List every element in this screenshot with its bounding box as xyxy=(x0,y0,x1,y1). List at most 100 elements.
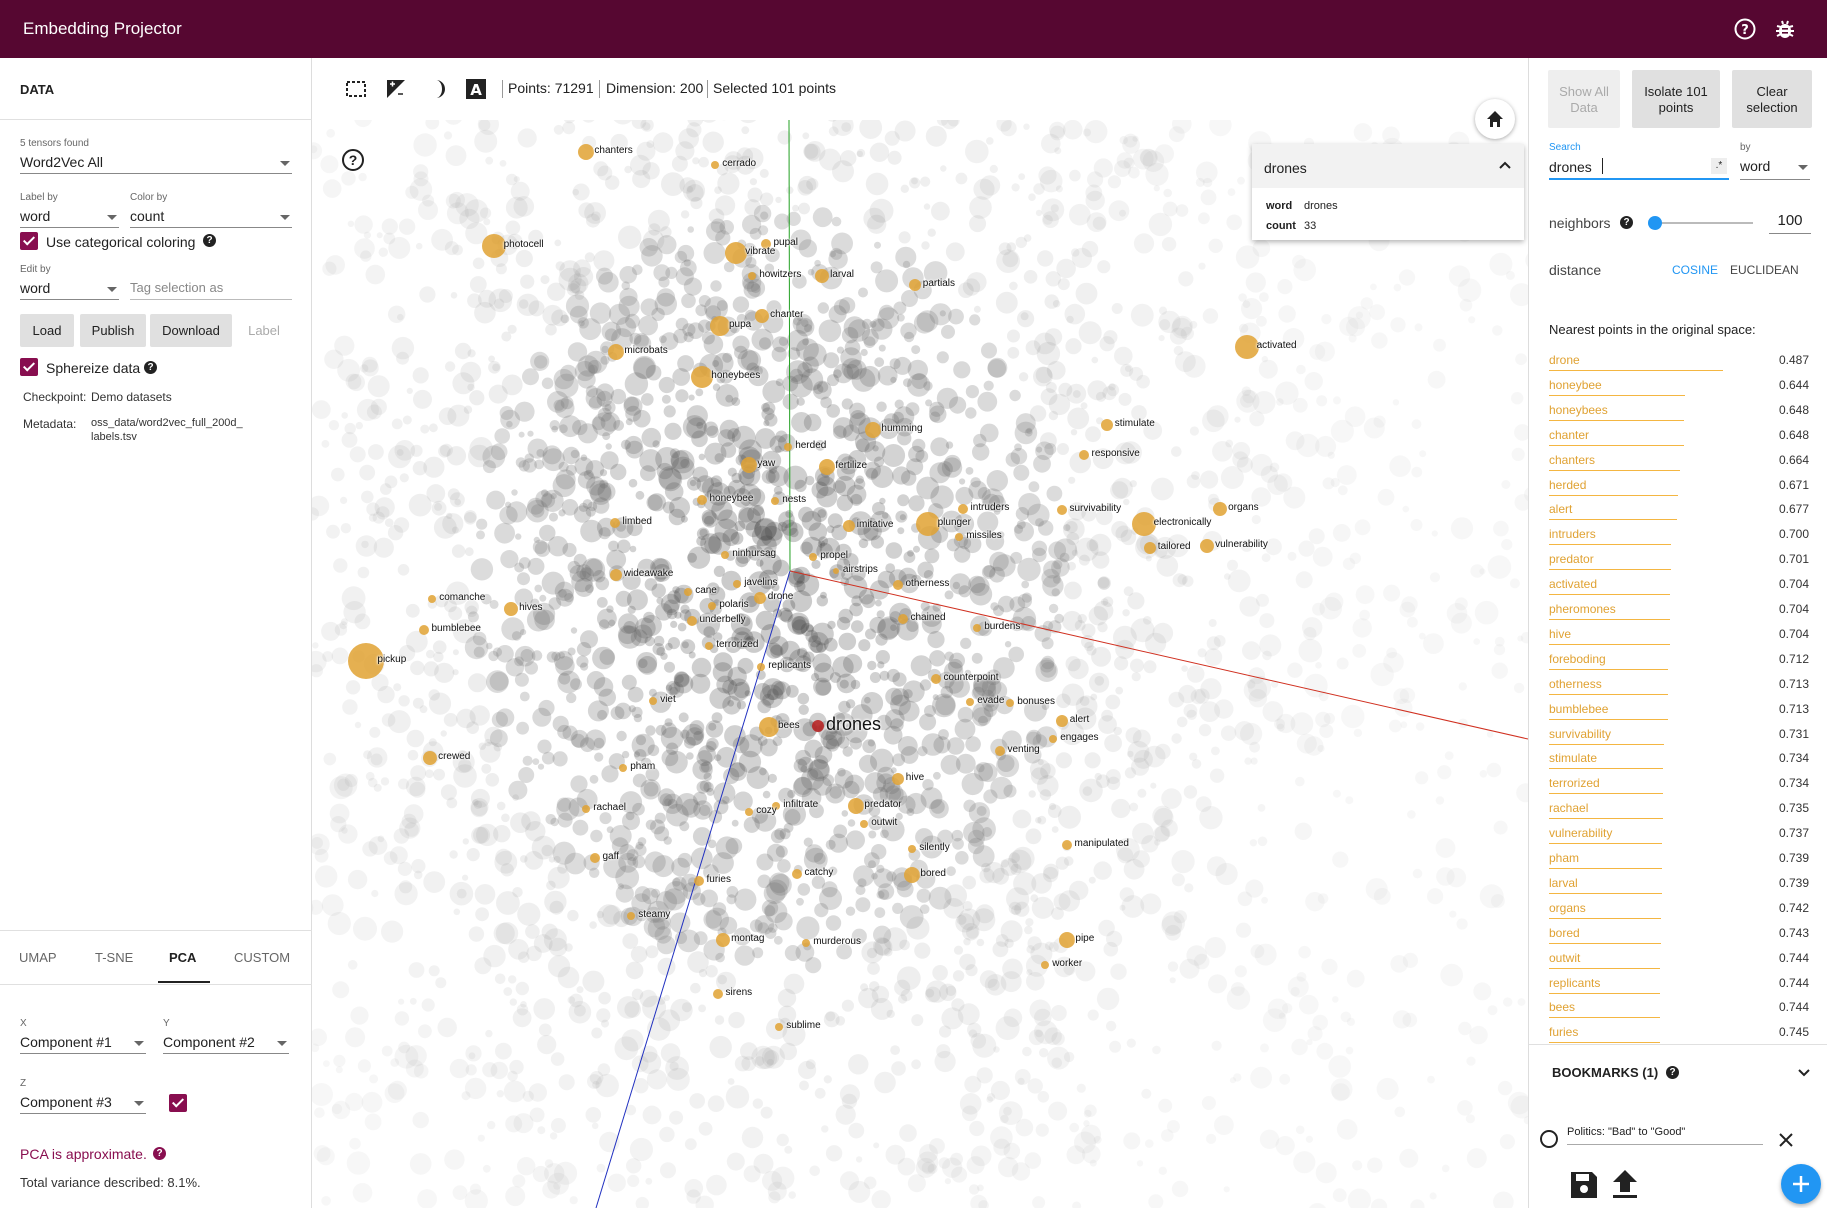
nearest-point-row[interactable]: pheromones 0.704 xyxy=(1549,598,1809,623)
neighbor-point[interactable] xyxy=(684,588,692,596)
help-icon[interactable]: ? xyxy=(1620,216,1633,229)
search-input[interactable]: drones .* xyxy=(1549,154,1729,180)
nearest-point-row[interactable]: bored 0.743 xyxy=(1549,922,1809,947)
edit-by-select[interactable]: word xyxy=(20,276,119,300)
nearest-point-word[interactable]: pham xyxy=(1549,851,1580,865)
neighbor-point[interactable] xyxy=(755,309,769,323)
nearest-point-word[interactable]: otherness xyxy=(1549,676,1602,691)
scatter-plot[interactable] xyxy=(312,120,1528,1208)
neighbor-point[interactable] xyxy=(898,614,908,624)
neighbor-point[interactable] xyxy=(504,602,518,616)
neighbor-point[interactable] xyxy=(908,845,916,853)
neighbor-point[interactable] xyxy=(1132,512,1156,536)
nearest-point-word[interactable]: vulnerability xyxy=(1549,826,1613,841)
neighbor-point[interactable] xyxy=(428,595,436,603)
save-icon[interactable] xyxy=(1569,1170,1599,1200)
nearest-point-word[interactable]: predator xyxy=(1549,552,1594,567)
neighbor-point[interactable] xyxy=(1062,840,1072,850)
nearest-point-row[interactable]: foreboding 0.712 xyxy=(1549,648,1809,673)
neighbor-point[interactable] xyxy=(833,568,839,574)
nearest-point-word[interactable]: bored xyxy=(1549,925,1580,940)
euclidean-option[interactable]: EUCLIDEAN xyxy=(1730,263,1799,277)
x-component-select[interactable]: Component #1 xyxy=(20,1030,146,1054)
help-icon[interactable]: ? xyxy=(1733,17,1757,41)
nearest-point-word[interactable]: stimulate xyxy=(1549,751,1598,766)
nearest-point-row[interactable]: vulnerability 0.737 xyxy=(1549,822,1809,847)
neighbor-point[interactable] xyxy=(608,344,624,360)
load-button[interactable]: Load xyxy=(20,314,74,347)
nearest-point-row[interactable]: pham 0.739 xyxy=(1549,847,1809,872)
neighbor-point[interactable] xyxy=(419,625,429,635)
chevron-up-icon[interactable] xyxy=(1498,160,1512,170)
nearest-point-row[interactable]: otherness 0.713 xyxy=(1549,673,1809,698)
color-by-select[interactable]: count xyxy=(130,204,292,228)
nearest-point-word[interactable]: bees xyxy=(1549,1000,1576,1015)
nearest-point-word[interactable]: activated xyxy=(1549,577,1598,592)
neighbor-point[interactable] xyxy=(1101,419,1113,431)
neighbor-point[interactable] xyxy=(423,751,437,765)
neighbor-point[interactable] xyxy=(931,674,941,684)
neighbor-point[interactable] xyxy=(1200,539,1214,553)
nearest-point-word[interactable]: larval xyxy=(1549,875,1578,890)
tab-custom[interactable]: CUSTOM xyxy=(234,950,291,965)
search-by-select[interactable]: word xyxy=(1740,154,1810,180)
neighbor-point[interactable] xyxy=(691,366,713,388)
neighbor-point[interactable] xyxy=(757,663,765,671)
neighbor-point[interactable] xyxy=(1049,735,1057,743)
neighbor-point[interactable] xyxy=(1041,961,1049,969)
neighbors-slider-thumb[interactable] xyxy=(1648,216,1663,230)
neighbor-point[interactable] xyxy=(784,443,792,451)
cosine-option[interactable]: COSINE xyxy=(1672,263,1719,277)
neighbor-point[interactable] xyxy=(713,989,723,999)
bug-report-icon[interactable] xyxy=(1773,17,1797,41)
nearest-point-word[interactable]: chanter xyxy=(1549,427,1590,442)
reset-view-button[interactable] xyxy=(1475,99,1515,139)
neighbor-point[interactable] xyxy=(748,272,756,280)
neighbor-point[interactable] xyxy=(741,457,757,473)
nearest-point-row[interactable]: outwit 0.744 xyxy=(1549,947,1809,972)
neighbor-point[interactable] xyxy=(1213,502,1227,516)
neighbor-point[interactable] xyxy=(819,459,835,475)
neighbor-point[interactable] xyxy=(892,773,904,785)
neighbor-point[interactable] xyxy=(754,592,766,604)
sphereize-checkbox[interactable] xyxy=(20,358,38,376)
tab-tsne[interactable]: T-SNE xyxy=(95,950,134,965)
nearest-point-word[interactable]: drone xyxy=(1549,353,1580,367)
neighbor-point[interactable] xyxy=(1079,450,1089,460)
neighbor-point[interactable] xyxy=(916,512,940,536)
nearest-point-row[interactable]: chanters 0.664 xyxy=(1549,449,1809,474)
help-icon[interactable]: ? xyxy=(153,1147,166,1160)
nearest-point-word[interactable]: rachael xyxy=(1549,801,1589,816)
neighbor-point[interactable] xyxy=(775,1023,783,1031)
nearest-point-word[interactable]: chanters xyxy=(1549,452,1596,467)
neighbor-point[interactable] xyxy=(482,234,506,258)
help-icon[interactable]: ? xyxy=(203,234,216,247)
bookmark-item[interactable]: Politics: "Bad" to "Good" xyxy=(1567,1123,1763,1145)
nearest-point-row[interactable]: larval 0.739 xyxy=(1549,872,1809,897)
nearest-point-word[interactable]: furies xyxy=(1549,1025,1579,1040)
nearest-point-word[interactable]: hive xyxy=(1549,626,1572,641)
tag-selection-input[interactable]: Tag selection as xyxy=(130,276,292,300)
regex-toggle[interactable]: .* xyxy=(1711,158,1727,174)
nearest-point-word[interactable]: organs xyxy=(1549,900,1586,915)
show-all-data-button[interactable]: Show All Data xyxy=(1548,70,1620,128)
nearest-point-row[interactable]: honeybees 0.648 xyxy=(1549,399,1809,424)
neighbor-point[interactable] xyxy=(610,569,622,581)
neighbor-point[interactable] xyxy=(725,242,747,264)
labels-toggle-icon[interactable]: A xyxy=(465,78,487,100)
neighbors-slider[interactable] xyxy=(1648,216,1753,230)
nearest-point-word[interactable]: bumblebee xyxy=(1549,701,1609,716)
neighbor-point[interactable] xyxy=(721,551,729,559)
neighbor-point[interactable] xyxy=(694,876,704,886)
help-icon[interactable]: ? xyxy=(342,149,364,171)
isolate-points-button[interactable]: Isolate 101 points xyxy=(1632,70,1720,128)
neighbor-point[interactable] xyxy=(995,746,1005,756)
nearest-point-row[interactable]: bumblebee 0.713 xyxy=(1549,698,1809,723)
nearest-point-word[interactable]: replicants xyxy=(1549,975,1601,990)
neighbor-point[interactable] xyxy=(1057,505,1067,515)
neighbor-point[interactable] xyxy=(909,279,921,291)
upload-icon[interactable] xyxy=(1611,1168,1639,1200)
bookmark-radio[interactable] xyxy=(1540,1130,1558,1148)
z-component-select[interactable]: Component #3 xyxy=(20,1090,146,1114)
publish-button[interactable]: Publish xyxy=(80,314,146,347)
